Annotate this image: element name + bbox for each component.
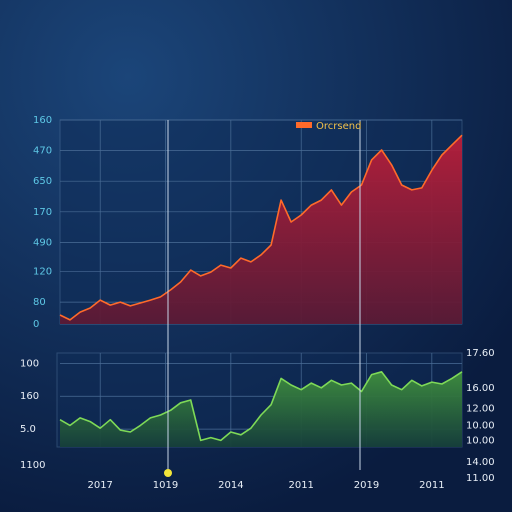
series-line	[59, 134, 463, 321]
y2-tick-label: 16.00	[466, 383, 495, 394]
x-tick-label: 1019	[153, 480, 178, 491]
y-tick-label: 160	[20, 391, 39, 402]
area-fill	[60, 371, 462, 447]
y2-tick-label: 12.00	[466, 403, 495, 414]
y-tick-label: 1100	[20, 460, 45, 471]
y2-tick-label: 10.00	[466, 435, 495, 446]
area-fill	[60, 135, 462, 324]
y-tick-label: 650	[33, 176, 52, 187]
series-line	[59, 371, 463, 442]
y-tick-label: 490	[33, 237, 52, 248]
x-tick-label: 2011	[288, 480, 313, 491]
y2-tick-label: 17.60	[466, 348, 495, 359]
y2-tick-label: 10.00	[466, 420, 495, 431]
y-tick-label: 5.0	[20, 424, 36, 435]
y2-tick-label: 14.00	[466, 457, 495, 468]
y-tick-label: 160	[33, 115, 52, 126]
legend-label: Orcrsend	[316, 121, 361, 132]
y2-tick-label: 11.00	[466, 473, 495, 484]
x-tick-label: 2019	[354, 480, 379, 491]
marker-dot	[164, 469, 172, 477]
y-tick-label: 120	[33, 267, 52, 278]
y-tick-label: 170	[33, 207, 52, 218]
x-tick-label: 2011	[419, 480, 444, 491]
y-tick-label: 0	[33, 319, 39, 330]
x-tick-label: 2017	[87, 480, 112, 491]
legend-swatch	[296, 122, 312, 128]
x-tick-label: 2014	[218, 480, 243, 491]
y-tick-label: 100	[20, 358, 39, 369]
y-tick-label: 80	[33, 297, 46, 308]
y-tick-label: 470	[33, 146, 52, 157]
